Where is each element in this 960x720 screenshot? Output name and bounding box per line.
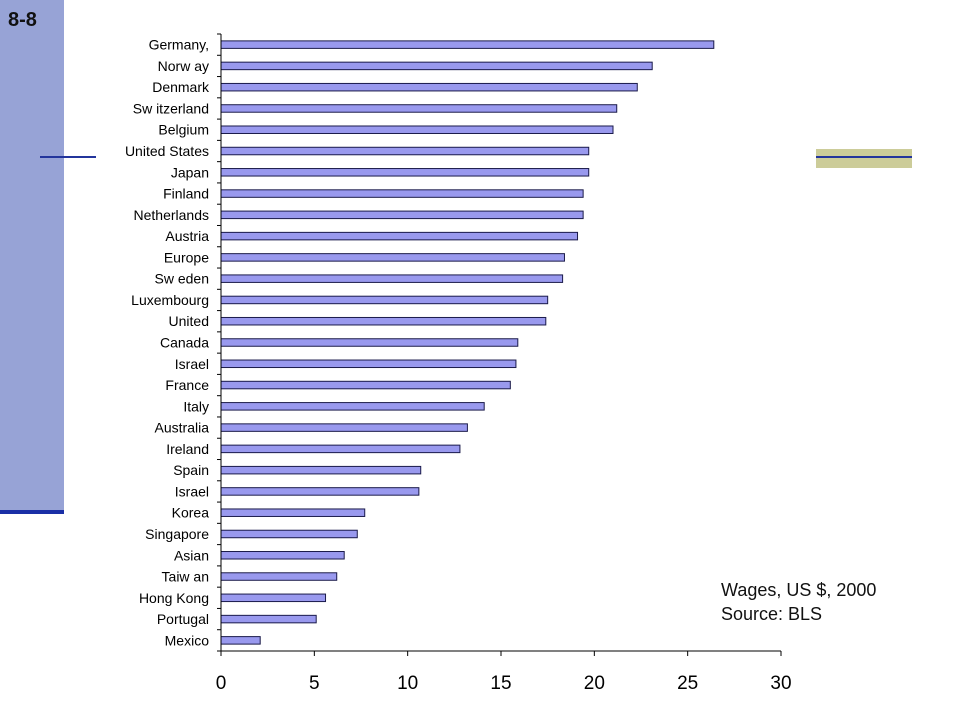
bar — [220, 444, 461, 454]
category-label: Mexico — [165, 632, 210, 648]
x-tick-label: 20 — [584, 673, 605, 694]
accent-block-line — [816, 156, 912, 158]
y-axis-ticks — [217, 33, 221, 652]
x-tick-label: 0 — [216, 673, 227, 694]
category-label: Canada — [160, 335, 209, 351]
x-tick-label: 30 — [770, 673, 791, 694]
category-label: Italy — [183, 398, 209, 414]
chart-caption: Wages, US $, 2000 Source: BLS — [721, 578, 876, 626]
x-tick-label: 5 — [309, 673, 320, 694]
slide-number: 8-8 — [8, 9, 37, 31]
bar — [220, 210, 584, 220]
slide-sidebar — [0, 0, 64, 510]
bar — [220, 295, 549, 305]
x-axis-ticks: 0 5 10 15 20 25 30 — [216, 651, 792, 694]
bar — [220, 465, 422, 475]
bar — [220, 168, 590, 177]
bar — [220, 189, 584, 198]
x-tick-label: 15 — [490, 673, 511, 694]
bar — [220, 104, 618, 113]
category-label: Taiw an — [162, 569, 209, 585]
bar — [220, 529, 358, 539]
category-label: Korea — [172, 505, 210, 521]
category-label: Israel — [175, 483, 209, 499]
category-label: Sw eden — [155, 271, 209, 287]
category-label: Norw ay — [158, 58, 209, 74]
bar — [220, 40, 715, 49]
category-label: Netherlands — [134, 207, 210, 223]
bar — [220, 316, 547, 326]
category-label: Austria — [165, 228, 209, 244]
category-label: Finland — [163, 186, 209, 202]
x-tick-label: 10 — [397, 673, 418, 694]
category-label: Asian — [174, 547, 209, 563]
category-label: Denmark — [152, 79, 210, 95]
category-label: Belgium — [158, 122, 209, 138]
bar — [220, 231, 579, 241]
bar — [220, 614, 317, 624]
bar — [220, 125, 614, 134]
bar — [220, 636, 261, 645]
bar — [220, 146, 590, 156]
bar — [220, 338, 519, 347]
bar — [220, 572, 338, 581]
bar — [220, 61, 653, 71]
bar — [220, 423, 468, 432]
category-label: Ireland — [166, 441, 209, 457]
category-label: France — [165, 377, 209, 393]
category-label: Sw itzerland — [133, 100, 209, 116]
sidebar-underline — [0, 510, 64, 514]
caption-line-2: Source: BLS — [721, 604, 823, 624]
category-label: United States — [125, 143, 209, 159]
category-labels: Germany, Norw ay Denmark Sw itzerland Belgiu… — [125, 37, 210, 649]
category-label: Spain — [173, 462, 209, 478]
bar — [220, 593, 327, 603]
category-label: Israel — [175, 356, 209, 372]
category-label: Singapore — [145, 526, 209, 542]
bar — [220, 380, 511, 390]
bar — [220, 487, 420, 496]
bar — [220, 253, 565, 262]
bar — [220, 551, 345, 560]
category-label: Australia — [155, 420, 210, 436]
category-label: Hong Kong — [139, 590, 209, 606]
bar — [220, 508, 366, 517]
category-label: Japan — [171, 164, 209, 180]
accent-block — [816, 149, 912, 168]
category-label: Europe — [164, 249, 209, 265]
category-label: United — [169, 313, 209, 329]
bars-group — [220, 40, 715, 645]
caption-line-1: Wages, US $, 2000 — [721, 580, 877, 600]
category-label: Luxembourg — [131, 292, 209, 308]
bar — [220, 402, 485, 411]
bar — [220, 359, 517, 369]
category-label: Germany, — [149, 37, 209, 53]
category-label: Portugal — [157, 611, 209, 627]
bar — [220, 274, 564, 283]
bar — [220, 82, 638, 92]
accent-line-left — [40, 156, 96, 158]
x-tick-label: 25 — [677, 673, 698, 694]
